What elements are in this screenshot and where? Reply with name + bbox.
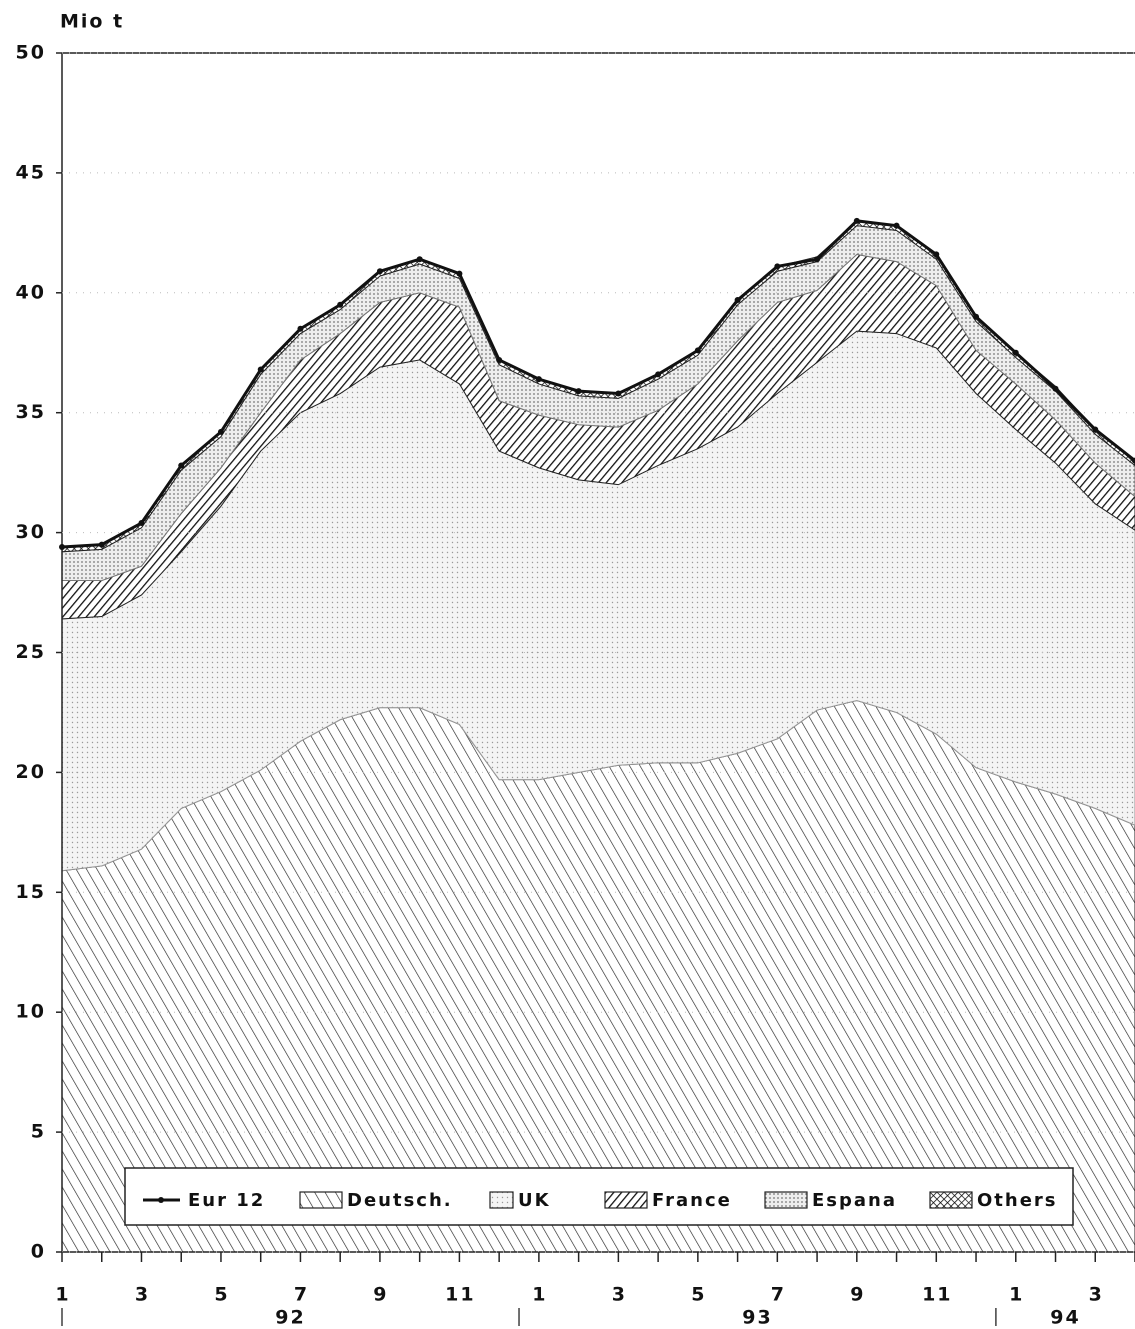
total-marker: [59, 543, 65, 550]
x-tick-label: 5: [691, 1284, 706, 1306]
total-marker: [376, 268, 383, 275]
total-marker: [933, 251, 940, 258]
legend-swatch: [764, 1191, 808, 1209]
legend: Eur 12 Deutsch. UK France Espana Others: [143, 1190, 1058, 1211]
areas: [61, 220, 1135, 1253]
y-axis-label: Mio t: [60, 11, 124, 33]
year-label: 92: [275, 1307, 305, 1329]
y-tick-label: 15: [16, 881, 46, 903]
x-tick-label: 11: [922, 1284, 952, 1306]
x-tick-label: 1: [55, 1284, 70, 1306]
total-marker: [297, 325, 304, 332]
x-tick-label: 5: [214, 1284, 229, 1306]
total-marker: [257, 366, 264, 373]
x-tick-label: 1: [1009, 1284, 1024, 1306]
x-tick-label: 7: [294, 1284, 309, 1306]
total-marker: [496, 356, 503, 363]
y-tick-label: 30: [16, 521, 46, 543]
x-tick-label: 3: [135, 1284, 150, 1306]
total-marker: [416, 256, 423, 263]
total-marker: [973, 313, 980, 320]
legend-label: Deutsch.: [347, 1190, 453, 1211]
legend-label: Others: [977, 1190, 1058, 1211]
y-tick-label: 40: [16, 281, 46, 303]
y-tick-label: 0: [31, 1241, 46, 1263]
total-marker: [575, 388, 582, 395]
total-marker: [814, 256, 821, 263]
total-marker: [853, 217, 860, 224]
x-tick-label: 3: [612, 1284, 627, 1306]
y-tick-label: 20: [16, 761, 46, 783]
total-marker: [694, 347, 701, 354]
total-marker: [337, 301, 344, 308]
total-marker: [734, 296, 741, 303]
legend-label: UK: [518, 1190, 551, 1211]
total-marker: [178, 462, 185, 469]
total-marker: [893, 222, 900, 229]
y-tick-label: 50: [16, 42, 46, 64]
y-tick-label: 45: [16, 161, 46, 183]
y-tick-label: 25: [16, 641, 46, 663]
total-marker: [217, 428, 224, 435]
legend-swatch: [299, 1191, 343, 1209]
y-tick-label: 10: [16, 1001, 46, 1023]
year-label: 94: [1050, 1307, 1080, 1329]
x-tick-label: 9: [850, 1284, 865, 1306]
total-line: [61, 219, 1135, 549]
y-tick-label: 5: [31, 1121, 46, 1143]
legend-label: Espana: [812, 1190, 897, 1211]
legend-swatch-marker: [158, 1197, 164, 1203]
total-marker: [655, 371, 662, 378]
total-marker: [615, 390, 622, 397]
total-marker: [98, 541, 105, 548]
x-tick-label: 1: [532, 1284, 547, 1306]
legend-label: France: [652, 1190, 732, 1211]
legend-box: [124, 1167, 1074, 1226]
legend-swatch: [929, 1191, 973, 1209]
total-marker: [535, 376, 542, 383]
total-marker: [1132, 457, 1135, 464]
legend-swatch: [604, 1191, 648, 1209]
legend-swatch: [489, 1191, 514, 1209]
total-marker: [1012, 349, 1019, 356]
total-marker: [1052, 385, 1059, 392]
total-marker: [1092, 426, 1099, 433]
y-tick-label: 35: [16, 401, 46, 423]
total-marker: [456, 270, 463, 277]
x-tick-label: 7: [771, 1284, 786, 1306]
year-label: 93: [742, 1307, 772, 1329]
x-tick-label: 3: [1089, 1284, 1104, 1306]
total-marker: [138, 520, 145, 527]
x-tick-label: 9: [373, 1284, 388, 1306]
x-tick-label: 11: [445, 1284, 475, 1306]
total-marker: [774, 263, 781, 270]
legend-label: Eur 12: [188, 1190, 265, 1211]
total-line: [59, 217, 1135, 550]
